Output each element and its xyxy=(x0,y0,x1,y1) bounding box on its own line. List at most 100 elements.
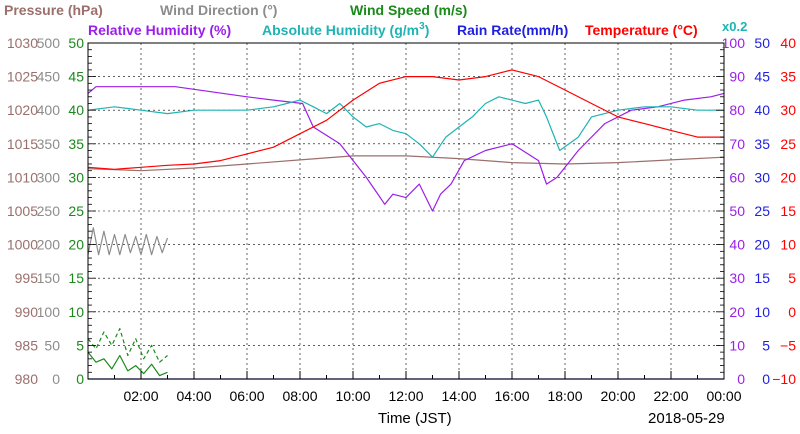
x-tick-label: 02:00 xyxy=(123,388,158,404)
legend-temperature: Temperature (°C) xyxy=(585,22,698,38)
y-tick-label-rain-rate: 30 xyxy=(754,169,770,185)
y-tick-label-rain-rate: 45 xyxy=(754,69,770,85)
y-tick-label-wind-direction: 200 xyxy=(37,237,61,253)
series-absolute-humidity-g-m3 xyxy=(87,96,724,158)
y-tick-label-wind-direction: 50 xyxy=(44,337,60,353)
y-tick-label-pressure: 990 xyxy=(15,304,39,320)
legend: Pressure (hPa) Wind Direction (°) Wind S… xyxy=(4,2,747,38)
y-tick-label-pressure: 1010 xyxy=(7,169,38,185)
y-tick-label-wind-speed: 50 xyxy=(68,35,84,51)
x-ticks: 02:00 04:00 06:00 08:00 10:00 12:00 14:00 16:00… xyxy=(87,371,742,404)
series-wind-speed-gust-m-s xyxy=(87,328,168,363)
y-tick-label-relative-humidity: 90 xyxy=(729,69,745,85)
series-relative-humidity xyxy=(87,86,725,212)
series-wind-direction xyxy=(87,227,169,256)
y-tick-label-relative-humidity: 10 xyxy=(729,337,745,353)
x-tick-label: 00:00 xyxy=(706,388,741,404)
y-tick-label-wind-speed: 40 xyxy=(68,102,84,118)
y-tick-label-wind-direction: 400 xyxy=(37,102,61,118)
x-tick-label: 08:00 xyxy=(282,388,317,404)
y-tick-label-temperature: 5 xyxy=(788,270,796,286)
y-tick-label-rain-rate: 10 xyxy=(754,304,770,320)
x-tick-label: 04:00 xyxy=(176,388,211,404)
x-tick-label: 16:00 xyxy=(494,388,529,404)
y-tick-label-temperature: 35 xyxy=(780,69,796,85)
y-tick-label-temperature: 10 xyxy=(780,237,796,253)
y-tick-label-pressure: 1025 xyxy=(7,69,38,85)
y-tick-label-wind-speed: 20 xyxy=(68,237,84,253)
y-tick-label-relative-humidity: 60 xyxy=(729,169,745,185)
x-tick-label: 22:00 xyxy=(653,388,688,404)
y-tick-label-pressure: 1000 xyxy=(7,237,38,253)
legend-absolute-humidity-sup: 3 xyxy=(419,21,425,32)
y-tick-label-pressure: 980 xyxy=(15,371,39,387)
y-tick-label-temperature: 25 xyxy=(780,136,796,152)
y-tick-label-pressure: 1030 xyxy=(7,35,38,51)
legend-rain-rate: Rain Rate(mm/h) xyxy=(457,22,568,38)
x-tick-label: 20:00 xyxy=(600,388,635,404)
y-tick-label-rain-rate: 25 xyxy=(754,203,770,219)
legend-absolute-humidity-tail: ) xyxy=(425,22,430,38)
y-tick-label-pressure: 1020 xyxy=(7,102,38,118)
y-tick-label-wind-direction: 100 xyxy=(37,304,61,320)
y-tick-label-wind-direction: 350 xyxy=(37,136,61,152)
y-tick-label-rain-rate: 15 xyxy=(754,270,770,286)
grid xyxy=(88,43,724,379)
y-tick-label-relative-humidity: 20 xyxy=(729,304,745,320)
y-tick-label-wind-direction: 450 xyxy=(37,69,61,85)
legend-absolute-humidity: Absolute Humidity (g/m xyxy=(262,22,419,38)
y-tick-label-relative-humidity: 40 xyxy=(729,237,745,253)
y-tick-label-rain-rate: 20 xyxy=(754,237,770,253)
series-temperature-c xyxy=(87,69,724,170)
series-pressure-hpa xyxy=(87,155,725,172)
y-tick-label-relative-humidity: 0 xyxy=(737,371,745,387)
y-tick-label-temperature: −10 xyxy=(772,371,796,387)
y-tick-label-rain-rate: 40 xyxy=(754,102,770,118)
y-tick-label-temperature: −5 xyxy=(780,337,796,353)
y-tick-label-wind-direction: 500 xyxy=(37,35,61,51)
y-tick-label-temperature: 0 xyxy=(788,304,796,320)
y-tick-label-wind-direction: 250 xyxy=(37,203,61,219)
y-tick-label-wind-direction: 0 xyxy=(52,371,60,387)
y-tick-label-wind-speed: 30 xyxy=(68,169,84,185)
legend-pressure: Pressure (hPa) xyxy=(4,2,103,18)
y-tick-label-relative-humidity: 70 xyxy=(729,136,745,152)
x-tick-label: 14:00 xyxy=(441,388,476,404)
y-tick-label-pressure: 1015 xyxy=(7,136,38,152)
y-tick-label-wind-speed: 10 xyxy=(68,304,84,320)
y-tick-label-temperature: 40 xyxy=(780,35,796,51)
legend-relative-humidity: Relative Humidity (%) xyxy=(88,22,231,38)
y-tick-label-wind-speed: 45 xyxy=(68,69,84,85)
date-label: 2018-05-29 xyxy=(648,410,725,427)
x-tick-label: 18:00 xyxy=(547,388,582,404)
series-wind-speed-m-s xyxy=(87,351,168,377)
y-tick-label-relative-humidity: 50 xyxy=(729,203,745,219)
axes: 9809859909951000100510101015102010251030… xyxy=(7,35,796,387)
y-tick-label-pressure: 995 xyxy=(15,270,39,286)
y-tick-label-wind-direction: 150 xyxy=(37,270,61,286)
x-axis-label: Time (JST) xyxy=(378,410,452,427)
x-tick-label: 10:00 xyxy=(335,388,370,404)
scale-note: x0.2 xyxy=(722,19,747,34)
y-tick-label-wind-speed: 5 xyxy=(76,337,84,353)
y-tick-label-relative-humidity: 30 xyxy=(729,270,745,286)
y-tick-label-wind-direction: 300 xyxy=(37,169,61,185)
y-tick-label-wind-speed: 15 xyxy=(68,270,84,286)
y-tick-label-relative-humidity: 100 xyxy=(722,35,746,51)
y-tick-label-relative-humidity: 80 xyxy=(729,102,745,118)
y-tick-label-temperature: 20 xyxy=(780,169,796,185)
legend-absolute-humidity-group: Absolute Humidity (g/m3) xyxy=(262,21,429,38)
y-tick-label-pressure: 985 xyxy=(15,337,39,353)
legend-wind-direction: Wind Direction (°) xyxy=(160,2,277,18)
y-tick-label-rain-rate: 0 xyxy=(762,371,770,387)
y-tick-label-rain-rate: 50 xyxy=(754,35,770,51)
x-tick-label: 12:00 xyxy=(388,388,423,404)
y-tick-label-wind-speed: 0 xyxy=(76,371,84,387)
y-tick-label-wind-speed: 25 xyxy=(68,203,84,219)
y-tick-label-temperature: 15 xyxy=(780,203,796,219)
y-tick-label-pressure: 1005 xyxy=(7,203,38,219)
legend-wind-speed: Wind Speed (m/s) xyxy=(350,2,467,18)
y-tick-label-temperature: 30 xyxy=(780,102,796,118)
x-tick-label: 06:00 xyxy=(229,388,264,404)
